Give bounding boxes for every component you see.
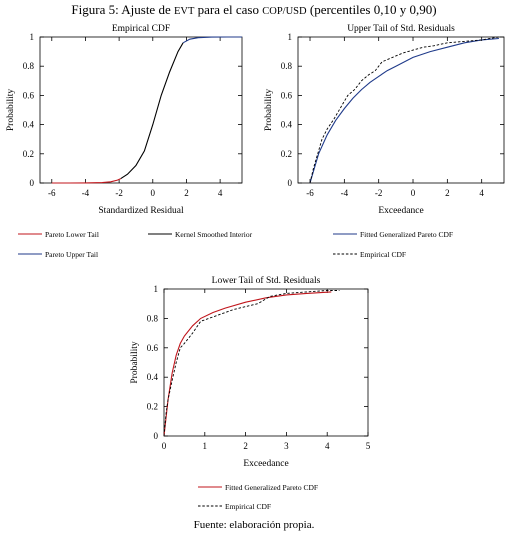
x-tick-label: 4 — [479, 188, 484, 198]
x-tick-label: 1 — [203, 441, 208, 451]
legend-label: Pareto Lower Tail — [45, 230, 99, 239]
chart-title: Empirical CDF — [112, 24, 170, 34]
chart-empirical_cdf: 0 0.2 0.4 0.6 0.8 1 -6 -4 -2 0 2 4 Empirical CDF Stan… — [6, 24, 243, 216]
x-axis-label: Exceedance — [243, 459, 288, 469]
y-tick-label: 1 — [154, 284, 159, 294]
chart-lower_tail: 0 0.2 0.4 0.6 0.8 1 0 1 2 3 4 5 Lower Tail of Std. R… — [130, 275, 371, 469]
figure-title: Figura 5: Ajuste de EVT para el caso COP… — [0, 2, 508, 18]
figure-title-prefix: Figura 5: Ajuste de — [71, 2, 174, 17]
series-line — [120, 42, 184, 180]
y-tick-label: 0.8 — [147, 313, 159, 323]
x-tick-label: 2 — [184, 188, 189, 198]
plot-frame — [163, 288, 369, 437]
y-tick-label: 0.8 — [23, 61, 35, 71]
figure-title-pair: COP/USD — [262, 6, 307, 17]
chart-title: Upper Tail of Std. Residuals — [347, 23, 455, 34]
y-tick-label: 1 — [30, 32, 35, 42]
legend-label: Kernel Smoothed Interior — [175, 230, 253, 239]
x-tick-label: 3 — [284, 441, 289, 451]
plot-frame — [297, 36, 505, 184]
y-axis-label: Probability — [130, 341, 140, 383]
chart-title: Lower Tail of Std. Residuals — [212, 275, 321, 286]
x-tick-label: 5 — [366, 441, 371, 451]
y-tick-label: 0.2 — [281, 149, 292, 159]
x-tick-label: -2 — [115, 188, 123, 198]
y-tick-label: 0 — [288, 178, 293, 188]
y-tick-label: 0.6 — [147, 343, 159, 353]
series-line — [309, 37, 499, 184]
x-tick-label: -6 — [48, 188, 56, 198]
y-tick-label: 0 — [30, 178, 35, 188]
y-tick-label: 1 — [288, 32, 293, 42]
y-axis-label: Probability — [6, 89, 16, 131]
x-tick-label: -2 — [375, 188, 383, 198]
y-axis-label: Probability — [264, 89, 274, 131]
legend-empirical_cdf: Pareto Lower Tail Kernel Smoothed Interio… — [18, 230, 253, 259]
series-line — [309, 36, 499, 184]
x-tick-label: 0 — [411, 188, 416, 198]
figure-title-evt: EVT — [173, 6, 195, 17]
x-tick-label: -4 — [341, 188, 349, 198]
legend-label: Empirical CDF — [360, 250, 406, 259]
legend-upper_tail: Fitted Generalized Pareto CDF Empirical C… — [333, 230, 453, 259]
legend-label: Fitted Generalized Pareto CDF — [360, 230, 453, 239]
y-tick-label: 0.2 — [147, 402, 158, 412]
chart-upper_tail: 0 0.2 0.4 0.6 0.8 1 -6 -4 -2 0 2 4 Upper Tail of Std… — [264, 23, 505, 216]
figure-title-suffix: (percentiles 0,10 y 0,90) — [306, 2, 437, 17]
series-line — [163, 290, 340, 437]
series-line — [182, 36, 242, 44]
legend-label: Fitted Generalized Pareto CDF — [225, 483, 318, 492]
y-tick-label: 0.6 — [281, 90, 293, 100]
y-tick-label: 0.4 — [147, 372, 159, 382]
y-tick-label: 0.6 — [23, 90, 35, 100]
legend-lower_tail: Fitted Generalized Pareto CDF Empirical C… — [198, 483, 318, 511]
y-tick-label: 0.8 — [281, 61, 293, 71]
plot-frame — [39, 36, 243, 184]
x-tick-label: 4 — [218, 188, 223, 198]
series-line — [163, 291, 332, 437]
x-tick-label: 0 — [162, 441, 167, 451]
x-tick-label: 2 — [445, 188, 450, 198]
y-tick-label: 0 — [154, 431, 159, 441]
legend-label: Pareto Upper Tail — [45, 250, 98, 259]
x-tick-label: 0 — [151, 188, 156, 198]
x-tick-label: -6 — [306, 188, 314, 198]
x-tick-label: -4 — [82, 188, 90, 198]
x-tick-label: 2 — [243, 441, 248, 451]
x-axis-label: Standardized Residual — [98, 206, 184, 216]
x-axis-label: Exceedance — [378, 206, 423, 216]
legend-label: Empirical CDF — [225, 502, 271, 511]
figure-title-mid: para el caso — [194, 2, 263, 17]
y-tick-label: 0.2 — [23, 149, 34, 159]
y-tick-label: 0.4 — [23, 120, 35, 130]
series-line — [51, 178, 122, 184]
source-note: Fuente: elaboración propia. — [193, 519, 315, 531]
y-tick-label: 0.4 — [281, 120, 293, 130]
x-tick-label: 4 — [325, 441, 330, 451]
